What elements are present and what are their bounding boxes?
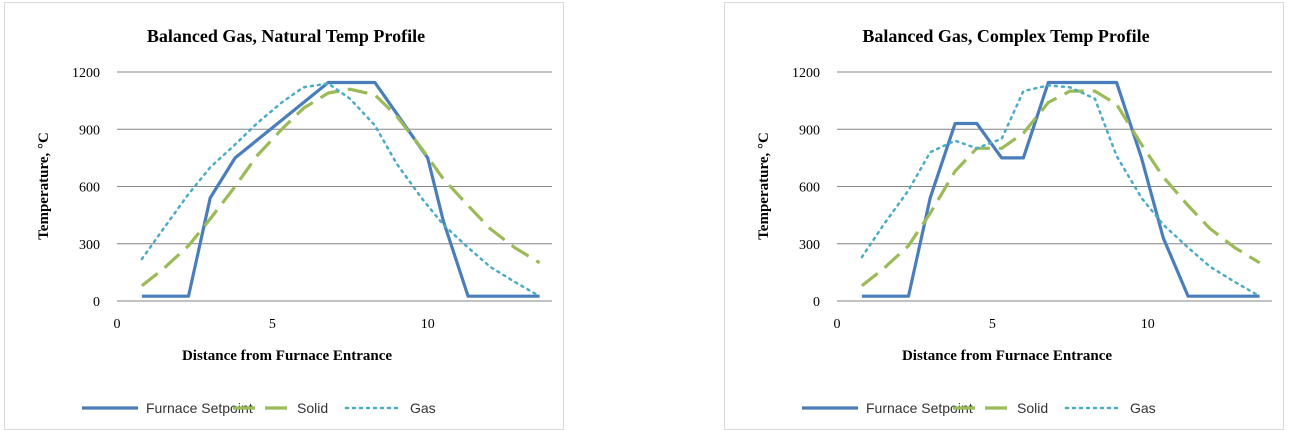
series-line-solid	[860, 89, 1261, 287]
y-tick-label: 900	[79, 123, 100, 138]
x-tick-label: 0	[114, 317, 121, 332]
y-tick-label: 300	[79, 238, 100, 253]
x-tick-label: 10	[421, 317, 435, 332]
y-tick-label: 600	[799, 181, 820, 196]
legend-label: Solid	[297, 400, 328, 416]
y-tick-label: 300	[799, 238, 820, 253]
series-line-furnace-setpoint	[861, 80, 1260, 298]
x-axis-title: Distance from Furnace Entrance	[182, 348, 392, 364]
x-tick-label: 5	[989, 317, 996, 332]
chart-title: Balanced Gas, Complex Temp Profile	[862, 26, 1149, 46]
series-line-gas	[140, 82, 541, 298]
chart-panel-complex: Balanced Gas, Complex Temp Profile Dista…	[720, 0, 1296, 436]
legend-label: Furnace Setpoint	[866, 400, 973, 416]
chart-frame	[4, 2, 564, 430]
legend-label: Gas	[410, 400, 436, 416]
x-tick-label: 5	[269, 317, 276, 332]
series-line-gas	[860, 84, 1261, 298]
chart-panel-natural: Balanced Gas, Natural Temp Profile Dista…	[0, 0, 576, 436]
y-tick-label: 1200	[792, 66, 820, 81]
legend-label: Furnace Setpoint	[146, 400, 253, 416]
legend-label: Solid	[1017, 400, 1048, 416]
y-tick-label: 900	[799, 123, 820, 138]
y-tick-label: 600	[79, 181, 100, 196]
y-tick-label: 1200	[72, 66, 100, 81]
series-line-furnace-setpoint	[141, 80, 540, 298]
legend-label: Gas	[1130, 400, 1156, 416]
x-axis-title: Distance from Furnace Entrance	[902, 348, 1112, 364]
y-tick-label: 0	[813, 295, 820, 310]
x-tick-label: 10	[1141, 317, 1155, 332]
y-tick-label: 0	[93, 295, 100, 310]
series-line-solid	[140, 87, 541, 287]
chart-title: Balanced Gas, Natural Temp Profile	[147, 26, 425, 46]
y-axis-title: Temperature, °C	[756, 132, 772, 240]
chart-frame	[724, 2, 1284, 430]
chart-complex-temp-profile: Balanced Gas, Complex Temp Profile Dista…	[756, 26, 1272, 416]
x-tick-label: 0	[834, 317, 841, 332]
chart-natural-temp-profile: Balanced Gas, Natural Temp Profile Dista…	[36, 26, 552, 416]
y-axis-title: Temperature, °C	[36, 132, 52, 240]
